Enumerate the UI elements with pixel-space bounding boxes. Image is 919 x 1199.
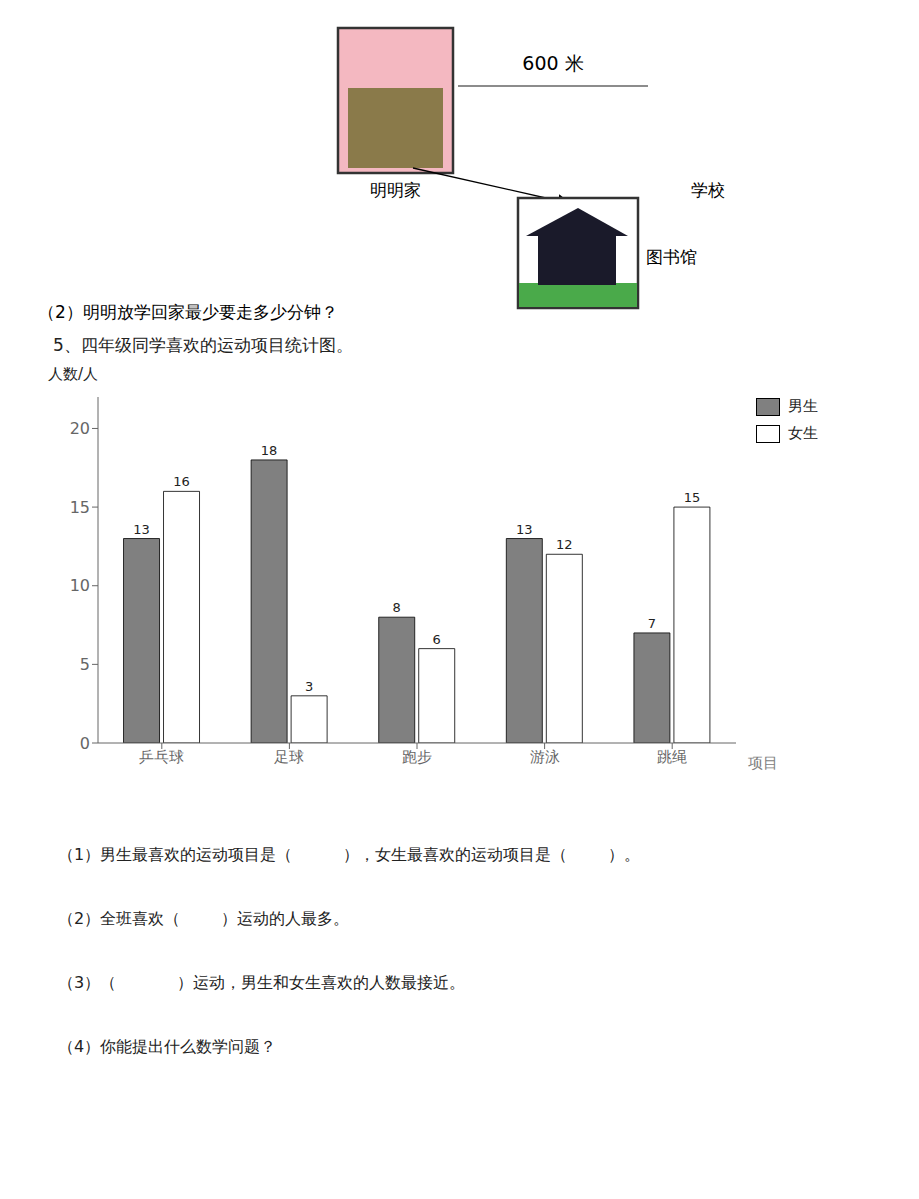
html-text:女生: 女生 [788, 424, 818, 442]
html-text:（4）你能提出什么数学问题？: （4）你能提出什么数学问题？ [58, 1037, 277, 1056]
svg-text:10: 10 [70, 576, 90, 595]
svg-text:13: 13 [133, 522, 150, 537]
svg-text:图书馆: 图书馆 [646, 247, 697, 267]
svg-text:20: 20 [70, 419, 90, 438]
svg-text:12: 12 [556, 537, 573, 552]
svg-text:明明家: 明明家 [370, 180, 421, 200]
html-text:5、四年级同学喜欢的运动项目统计图。: 5、四年级同学喜欢的运动项目统计图。 [53, 335, 353, 355]
svg-text:（2）明明放学回家最少要走多少分钟？: （2）明明放学回家最少要走多少分钟？ [38, 302, 338, 322]
html-text:（3）（ ）运动，男生和女生喜欢的人数最接近。: （3）（ ）运动，男生和女生喜欢的人数最接近。 [58, 973, 466, 992]
svg-text:13: 13 [516, 522, 533, 537]
svg-text:7: 7 [648, 616, 656, 631]
html-text:人数/人: 人数/人 [48, 365, 99, 383]
svg-text:6: 6 [433, 632, 441, 647]
svg-text:乒乓球: 乒乓球 [139, 748, 184, 766]
svg-text:600 米: 600 米 [522, 52, 583, 74]
html-text:（2）全班喜欢（ ）运动的人最多。: （2）全班喜欢（ ）运动的人最多。 [58, 909, 349, 928]
svg-text:跑步: 跑步 [402, 748, 432, 766]
svg-text:5: 5 [80, 655, 90, 674]
svg-text:3: 3 [305, 679, 313, 694]
svg-text:16: 16 [173, 474, 190, 489]
svg-text:学校: 学校 [691, 180, 725, 200]
svg-text:18: 18 [261, 443, 278, 458]
svg-text:跳绳: 跳绳 [657, 748, 687, 766]
svg-text:15: 15 [684, 490, 701, 505]
svg-text:0: 0 [80, 734, 90, 753]
svg-text:项目: 项目 [748, 754, 778, 772]
svg-text:游泳: 游泳 [530, 748, 560, 766]
svg-text:足球: 足球 [274, 748, 304, 766]
html-text:男生: 男生 [788, 397, 818, 415]
svg-text:15: 15 [70, 498, 90, 517]
svg-text:8: 8 [393, 600, 401, 615]
html-text:（1）男生最喜欢的运动项目是（ ），女生最喜欢的运动项目是（: （1）男生最喜欢的运动项目是（ ），女生最喜欢的运动项目是（ ）。 [58, 845, 640, 864]
